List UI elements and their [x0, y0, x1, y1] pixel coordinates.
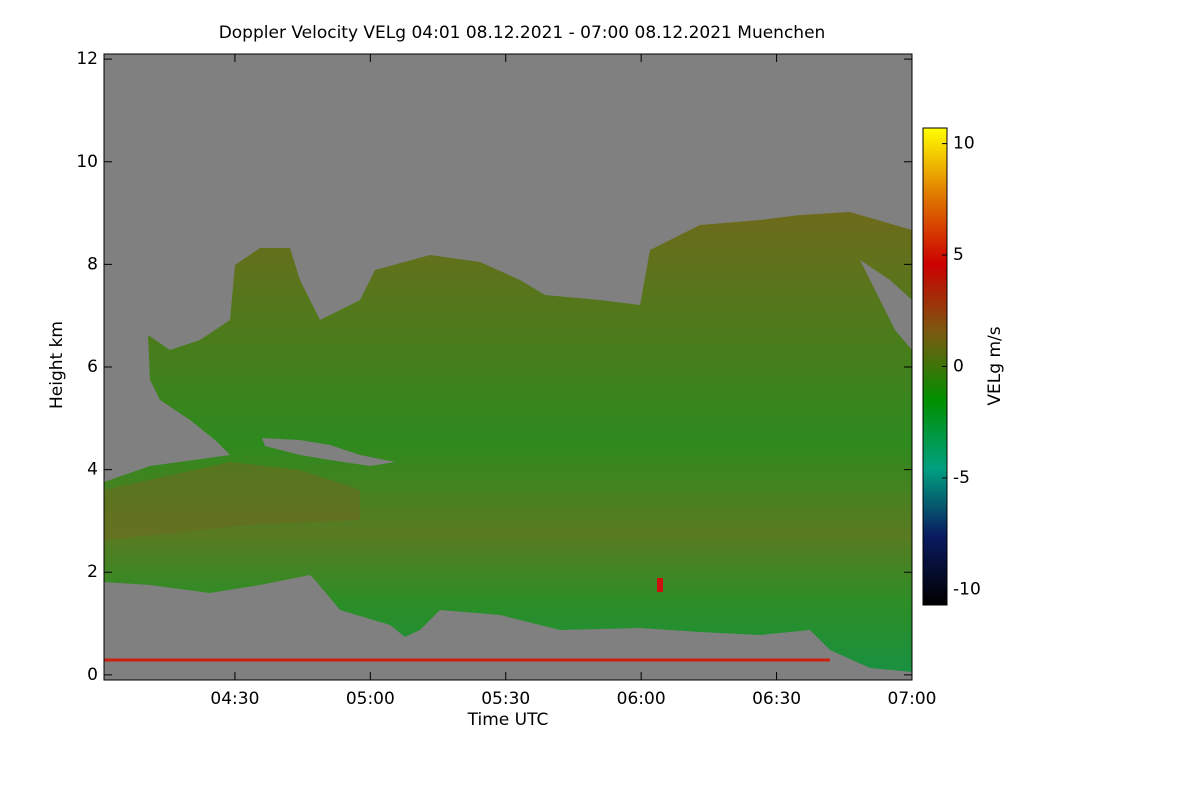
- echo-field: [104, 212, 912, 672]
- x-tick-label: 05:30: [481, 689, 530, 709]
- x-tick-label: 05:00: [346, 689, 395, 709]
- x-tick-label: 06:00: [617, 689, 666, 709]
- chart-title: Doppler Velocity VELg 04:01 08.12.2021 -…: [219, 23, 826, 43]
- colorbar-tick-label: 5: [953, 245, 964, 265]
- y-tick-label: 10: [76, 152, 98, 172]
- y-tick-label: 0: [87, 665, 98, 685]
- y-tick-label: 6: [87, 357, 98, 377]
- y-tick-label: 8: [87, 254, 98, 274]
- colorbar-tick-label: 0: [953, 357, 964, 377]
- colorbar-label: VELg m/s: [985, 326, 1005, 405]
- y-tick-label: 2: [87, 562, 98, 582]
- x-axis-label: Time UTC: [467, 710, 549, 730]
- y-tick-label: 4: [87, 460, 98, 480]
- colorbar-tick-label: 10: [953, 134, 975, 154]
- colorbar-tick-label: -5: [953, 468, 970, 488]
- x-tick-label: 06:30: [752, 689, 801, 709]
- x-tick-label: 04:30: [210, 689, 259, 709]
- colorbar-tick-label: -10: [953, 579, 981, 599]
- y-tick-label: 12: [76, 49, 98, 69]
- y-axis-label: Height km: [47, 321, 67, 409]
- x-tick-label: 07:00: [888, 689, 937, 709]
